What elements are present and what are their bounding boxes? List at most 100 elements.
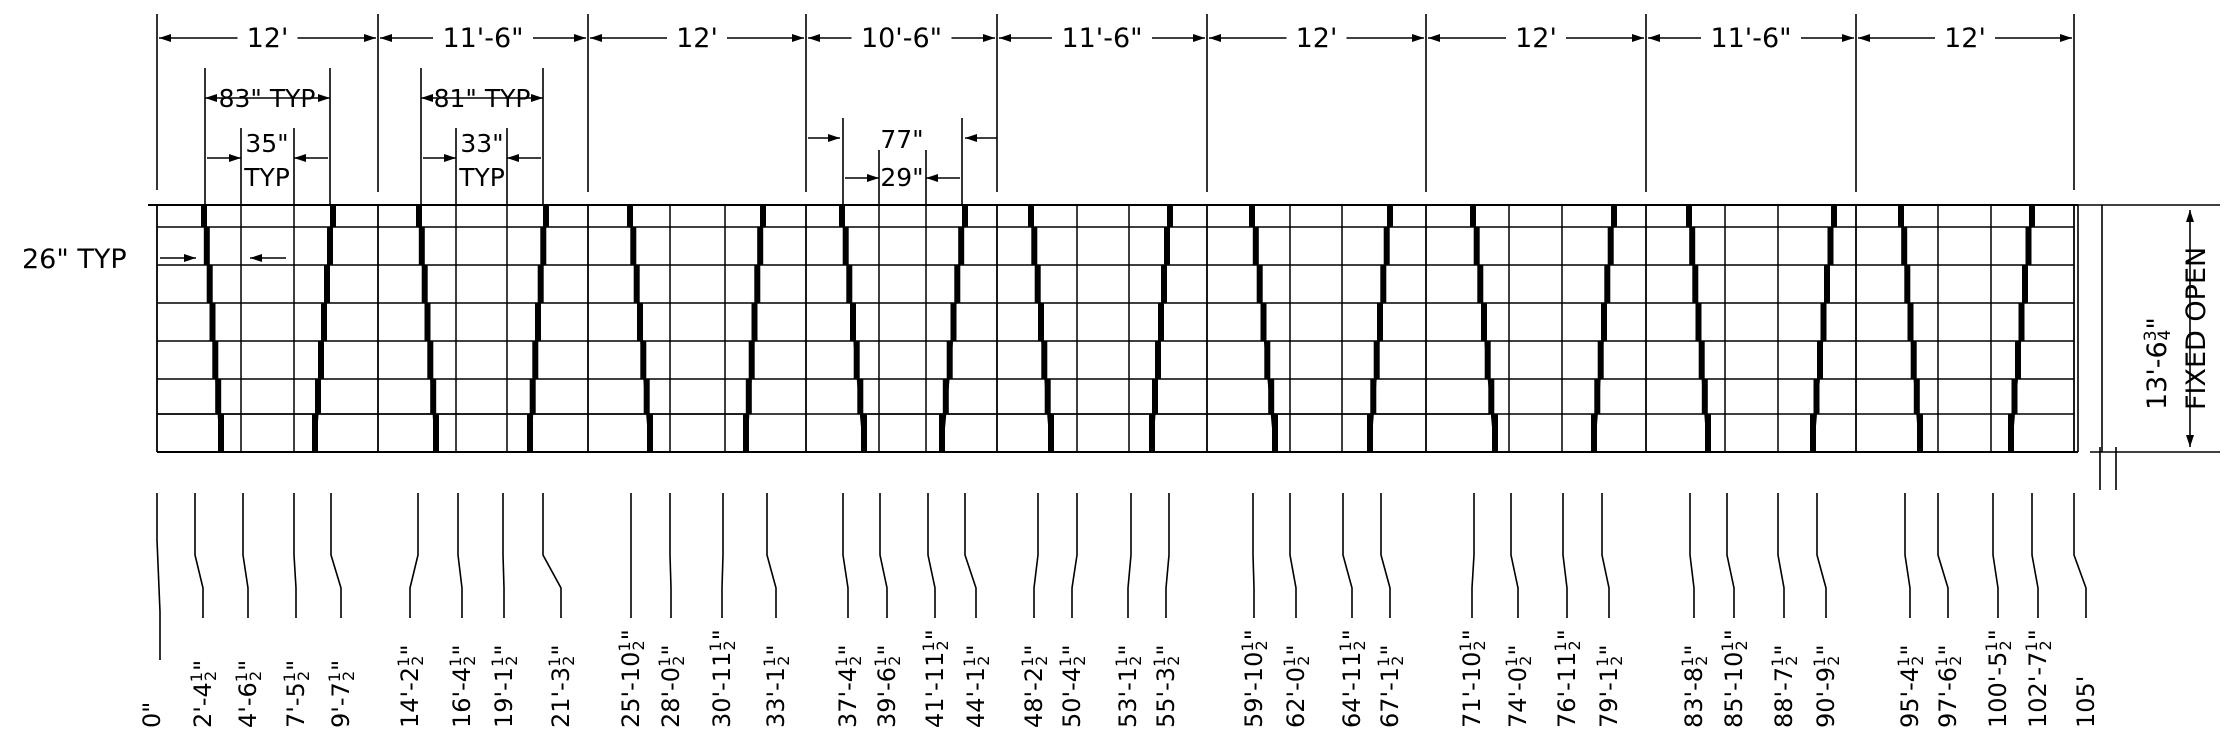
station-frac-num: 1	[1678, 657, 1697, 667]
station-feet: 4'-6	[234, 682, 262, 728]
stair-slope-line	[1369, 204, 1391, 453]
height-inch-mark: "	[2142, 317, 2173, 329]
station-label: 28'-012"	[655, 645, 688, 729]
height-frac-num: 3	[2141, 330, 2161, 341]
station-frac-den: 2	[669, 656, 688, 666]
station-label: 85'-1012"	[1718, 629, 1751, 728]
station-feet: 2'-4	[189, 682, 217, 728]
station-inch-mark: "	[396, 645, 424, 656]
span-label: 11'-6"	[442, 23, 523, 54]
station-leader	[242, 493, 249, 618]
station-label: 39'-612"	[871, 645, 904, 729]
station-frac-num: 1	[1280, 657, 1299, 667]
station-label: 4'-612"	[232, 660, 265, 728]
station-frac-den: 2	[1692, 656, 1711, 666]
station-frac-den: 2	[339, 671, 358, 681]
stair-slope-line	[1151, 204, 1171, 453]
station-feet: 95'-4	[1896, 667, 1924, 728]
station-frac-num: 1	[1502, 657, 1521, 667]
station-feet: 85'-10	[1720, 652, 1748, 728]
station-leader	[330, 493, 342, 618]
station-frac-den: 2	[408, 656, 427, 666]
station-inch-mark: "	[234, 660, 262, 671]
station-inch-mark: "	[1934, 645, 1962, 656]
station-label: 76'-1112"	[1551, 629, 1584, 728]
station-leader	[766, 493, 777, 618]
height-value: 13'-6	[2142, 341, 2173, 410]
station-feet: 39'-6	[873, 667, 901, 728]
station-frac-num: 1	[1982, 641, 2001, 651]
station-frac-den: 2	[460, 656, 479, 666]
stair-slope-line	[203, 204, 222, 453]
station-label: 74'-012"	[1502, 645, 1535, 729]
station-feet: 74'-0	[1504, 667, 1532, 728]
station-leader	[156, 493, 161, 660]
station-label: 79'-112"	[1593, 645, 1626, 729]
station-frac-den: 2	[1996, 640, 2015, 650]
station-label: 41'-1112"	[919, 629, 952, 728]
stair-slope-line	[1688, 204, 1709, 453]
station-frac-den: 2	[885, 656, 904, 666]
station-label: 48'-212"	[1018, 645, 1051, 729]
station-feet: 88'-7	[1770, 667, 1798, 728]
station-inch-mark: "	[1896, 645, 1924, 656]
station-leader	[842, 493, 849, 618]
station-frac-num: 1	[871, 657, 890, 667]
station-label: 88'-712"	[1768, 645, 1801, 729]
station-frac-den: 2	[974, 656, 993, 666]
stair-slope-line	[745, 204, 764, 453]
station-frac-num: 1	[187, 672, 206, 682]
stair-slope-line	[1030, 204, 1052, 453]
station-leader	[669, 493, 672, 618]
station-frac-num: 1	[232, 672, 251, 682]
station-inch-mark: "	[1020, 645, 1048, 656]
span-label: 11'-6"	[1710, 23, 1791, 54]
station-frac-den: 2	[201, 671, 220, 681]
station-inch-mark: "	[1553, 629, 1581, 640]
station-feet: 55'-3	[1152, 667, 1180, 728]
station-frac-num: 1	[394, 657, 413, 667]
stair-slope-line	[418, 204, 437, 453]
station-frac-num: 1	[919, 641, 938, 651]
station-frac-num: 1	[280, 672, 299, 682]
station-frac-den: 2	[1252, 640, 1271, 650]
station-frac-den: 2	[1388, 656, 1407, 666]
station-frac-den: 2	[1946, 656, 1965, 666]
station-feet: 50'-4	[1058, 667, 1086, 728]
station-label: 59'-1012"	[1238, 629, 1271, 728]
station-feet: 64'-11	[1338, 652, 1366, 728]
station-frac-den: 2	[1032, 656, 1051, 666]
stair-slope-line	[2010, 204, 2033, 453]
station-frac-num: 1	[1018, 657, 1037, 667]
stair-slope-line	[1593, 204, 1615, 453]
station-frac-den: 2	[2036, 640, 2055, 650]
station-label: 44'-112"	[960, 645, 993, 729]
station-inch-mark: "	[1282, 645, 1310, 656]
station-frac-num: 1	[1336, 641, 1355, 651]
station-label: 50'-412"	[1056, 645, 1089, 729]
station-feet: 7'-5	[282, 682, 310, 728]
detail-1-inner-label: 35"	[245, 129, 288, 158]
stair-slope-line	[1251, 204, 1276, 453]
station-frac-den: 2	[720, 640, 739, 650]
station-frac-num: 1	[446, 657, 465, 667]
station-inch-mark: "	[1680, 645, 1708, 656]
station-feet: 48'-2	[1020, 667, 1048, 728]
station-label: 83'-812"	[1678, 645, 1711, 729]
stair-slope-line	[841, 204, 865, 453]
left-typ-note: 26" TYP	[22, 244, 127, 275]
station-label: 30'-1112"	[706, 629, 739, 728]
station-frac-num: 1	[1932, 657, 1951, 667]
station-frac-num: 1	[325, 672, 344, 682]
span-label: 12'	[247, 23, 289, 54]
station-frac-den: 2	[1565, 640, 1584, 650]
station-inch-mark: "	[448, 645, 476, 656]
station-frac-den: 2	[846, 656, 865, 666]
station-frac-den: 2	[774, 656, 793, 666]
station-frac-num: 1	[760, 657, 779, 667]
station-label: 25'-1012"	[615, 629, 648, 728]
stair-slope-line	[629, 204, 651, 453]
station-frac-num: 1	[545, 657, 564, 667]
height-label: 13'-634"	[2141, 317, 2175, 410]
